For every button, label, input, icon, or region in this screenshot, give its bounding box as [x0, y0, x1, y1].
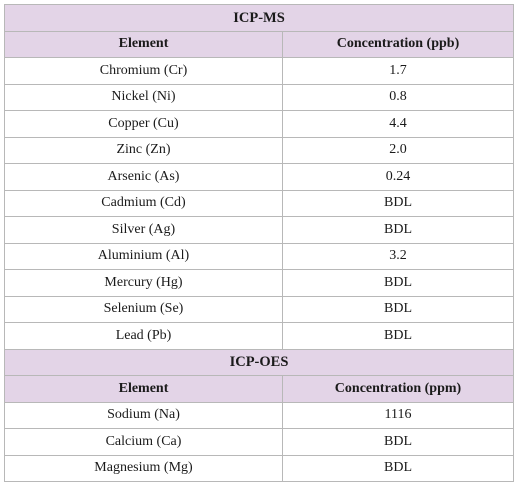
column-header-element: Element [4, 375, 283, 403]
element-cell: Silver (Ag) [4, 216, 283, 244]
concentration-cell: BDL [282, 322, 514, 350]
table-row: Mercury (Hg) BDL [4, 269, 514, 297]
table-row: Cadmium (Cd) BDL [4, 189, 514, 217]
element-cell: Zinc (Zn) [4, 136, 283, 164]
column-header-concentration: Concentration (ppb) [282, 30, 514, 58]
element-cell: Aluminium (Al) [4, 242, 283, 270]
concentration-cell: 0.8 [282, 83, 514, 111]
table-row: Aluminium (Al) 3.2 [4, 242, 514, 270]
table-row: Arsenic (As) 0.24 [4, 163, 514, 191]
table-row: Magnesium (Mg) BDL [4, 454, 514, 482]
section-title: ICP-OES [4, 348, 514, 376]
concentration-cell: BDL [282, 216, 514, 244]
table-body: ICP-MS Element Concentration (ppb) Chromium… [4, 4, 514, 482]
concentration-cell: 1.7 [282, 57, 514, 85]
concentration-cell: 4.4 [282, 110, 514, 138]
concentration-cell: BDL [282, 454, 514, 482]
element-cell: Copper (Cu) [4, 110, 283, 138]
column-header-element: Element [4, 30, 283, 58]
section-title: ICP-MS [4, 4, 514, 32]
table-row: Sodium (Na) 1116 [4, 401, 514, 429]
table-row: Zinc (Zn) 2.0 [4, 136, 514, 164]
element-cell: Chromium (Cr) [4, 57, 283, 85]
table-row: Calcium (Ca) BDL [4, 428, 514, 456]
element-cell: Magnesium (Mg) [4, 454, 283, 482]
element-cell: Selenium (Se) [4, 295, 283, 323]
element-cell: Sodium (Na) [4, 401, 283, 429]
column-header-row: Element Concentration (ppb) [4, 30, 514, 58]
table-row: Lead (Pb) BDL [4, 322, 514, 350]
element-cell: Cadmium (Cd) [4, 189, 283, 217]
column-header-concentration: Concentration (ppm) [282, 375, 514, 403]
table-row: Selenium (Se) BDL [4, 295, 514, 323]
element-cell: Nickel (Ni) [4, 83, 283, 111]
concentration-table: ICP-MS Element Concentration (ppb) Chromium… [4, 4, 514, 482]
element-cell: Calcium (Ca) [4, 428, 283, 456]
table-row: Copper (Cu) 4.4 [4, 110, 514, 138]
element-cell: Arsenic (As) [4, 163, 283, 191]
table-row: Nickel (Ni) 0.8 [4, 83, 514, 111]
table-row: Chromium (Cr) 1.7 [4, 57, 514, 85]
concentration-cell: BDL [282, 295, 514, 323]
concentration-cell: 0.24 [282, 163, 514, 191]
element-cell: Lead (Pb) [4, 322, 283, 350]
section-title-row: ICP-MS [4, 4, 514, 32]
table-row: Silver (Ag) BDL [4, 216, 514, 244]
column-header-row: Element Concentration (ppm) [4, 375, 514, 403]
concentration-cell: BDL [282, 428, 514, 456]
concentration-cell: BDL [282, 269, 514, 297]
concentration-cell: BDL [282, 189, 514, 217]
element-cell: Mercury (Hg) [4, 269, 283, 297]
concentration-cell: 1116 [282, 401, 514, 429]
section-title-row: ICP-OES [4, 348, 514, 376]
concentration-cell: 3.2 [282, 242, 514, 270]
concentration-cell: 2.0 [282, 136, 514, 164]
